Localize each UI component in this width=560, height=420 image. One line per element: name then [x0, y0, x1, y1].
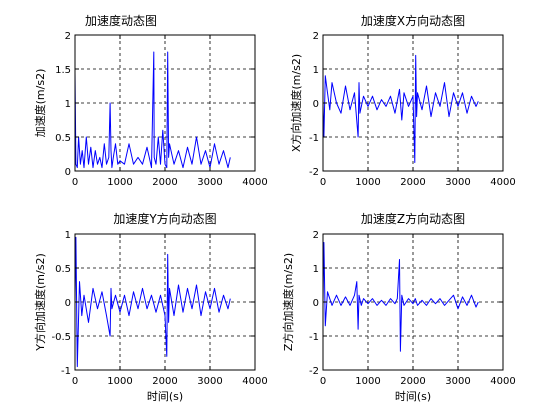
subplot-4-ytick-label: 2	[313, 230, 319, 241]
subplot-3-ytick-label: -1	[61, 366, 71, 377]
subplot-4-y-tick-labels: -2 -1 0 1 2	[309, 230, 319, 377]
subplot-2-ytick-label: -1	[309, 133, 319, 144]
subplot-4-ytick-label: 0	[313, 298, 319, 309]
subplot-1-xtick-label: 2000	[152, 177, 177, 188]
subplot-4-xtick-label: 2000	[400, 376, 425, 387]
subplot-1-plot-area	[74, 51, 231, 169]
subplot-3-ytick-label: 0.5	[55, 264, 71, 275]
subplot-1-xtick-label: 0	[72, 177, 78, 188]
subplot-accel-magnitude: 加速度动态图 加速度(m/s2) 0 1000 2000 3000 4000 0…	[33, 13, 268, 188]
subplot-1-ytick-label: 0.5	[55, 133, 71, 144]
subplot-1-xtick-label: 3000	[197, 177, 222, 188]
subplot-2-plot-area	[322, 54, 479, 163]
subplot-2-ytick-label: 0	[313, 99, 319, 110]
subplot-1-ylabel: 加速度(m/s2)	[33, 69, 47, 138]
subplot-3-ytick-label: 0	[65, 298, 71, 309]
subplot-2-ylabel: X方向加速度(m/s2)	[289, 54, 303, 152]
subplot-4-plot-area	[322, 242, 479, 352]
subplot-1-y-tick-labels: 0 0.5 1 1.5 2	[55, 31, 71, 178]
subplot-4-ytick-label: -1	[309, 332, 319, 343]
subplot-3-xtick-label: 1000	[107, 376, 132, 387]
subplot-2-y-tick-labels: -2 -1 0 1 2	[309, 31, 319, 178]
subplot-2-ytick-label: -2	[309, 167, 319, 178]
series-line-0	[74, 51, 231, 169]
subplot-1-ytick-label: 1	[65, 99, 71, 110]
subplot-3-xtick-label: 3000	[197, 376, 222, 387]
subplot-4-xtick-label: 4000	[490, 376, 515, 387]
subplot-4-x-tick-labels: 0 1000 2000 3000 4000	[320, 376, 516, 387]
subplot-2-title: 加速度X方向动态图	[361, 13, 465, 28]
subplot-2-xtick-label: 0	[320, 177, 326, 188]
subplot-4-xtick-label: 3000	[445, 376, 470, 387]
subplot-3-y-tick-labels: -1 -0.5 0 0.5 1	[51, 230, 71, 377]
subplot-3-ylabel: Y方向加速度(m/s2)	[33, 253, 47, 351]
subplot-2-xtick-label: 3000	[445, 177, 470, 188]
subplot-3-xtick-label: 4000	[242, 376, 267, 387]
subplot-accel-z: 加速度Z方向动态图 Z方向加速度(m/s2) 时间(s) 0 1000 2000…	[281, 211, 516, 403]
subplot-2-xtick-label: 2000	[400, 177, 425, 188]
subplot-3-ytick-label: 1	[65, 230, 71, 241]
subplot-1-xtick-label: 4000	[242, 177, 267, 188]
subplot-2-x-tick-labels: 0 1000 2000 3000 4000	[320, 177, 516, 188]
subplot-3-ytick-label: -0.5	[51, 332, 71, 343]
subplot-3-plot-area	[74, 236, 231, 368]
subplot-4-xtick-label: 0	[320, 376, 326, 387]
subplot-1-ticks	[74, 34, 256, 172]
subplot-1-x-tick-labels: 0 1000 2000 3000 4000	[72, 177, 268, 188]
subplot-3-ticks	[74, 233, 256, 371]
subplot-3-gridlines	[75, 234, 255, 370]
subplot-4-ylabel: Z方向加速度(m/s2)	[281, 253, 295, 351]
subplot-2-xtick-label: 1000	[355, 177, 380, 188]
subplot-4-xtick-label: 1000	[355, 376, 380, 387]
subplot-4-gridlines	[323, 234, 503, 370]
series-line-0	[322, 54, 479, 163]
subplot-4-title: 加速度Z方向动态图	[361, 211, 465, 226]
subplot-4-ytick-label: -2	[309, 366, 319, 377]
subplot-4-ytick-label: 1	[313, 264, 319, 275]
subplot-3-title: 加速度Y方向动态图	[113, 211, 216, 226]
subplot-accel-x: 加速度X方向动态图 X方向加速度(m/s2) 0 1000 2000 3000 …	[289, 13, 516, 188]
subplot-2-ytick-label: 2	[313, 31, 319, 42]
subplot-4-xlabel: 时间(s)	[395, 390, 431, 403]
subplot-2-xtick-label: 4000	[490, 177, 515, 188]
subplot-1-ytick-label: 2	[65, 31, 71, 42]
subplot-1-xtick-label: 1000	[107, 177, 132, 188]
series-line-0	[74, 236, 231, 368]
subplot-4-ticks	[322, 233, 504, 371]
subplot-1-ytick-label: 1.5	[55, 65, 71, 76]
series-line-0	[322, 242, 479, 352]
subplot-3-xtick-label: 2000	[152, 376, 177, 387]
subplot-accel-y: 加速度Y方向动态图 Y方向加速度(m/s2) 时间(s) 0 1000 2000…	[33, 211, 268, 403]
subplot-3-x-tick-labels: 0 1000 2000 3000 4000	[72, 376, 268, 387]
subplot-1-ytick-label: 0	[65, 167, 71, 178]
subplot-1-gridlines	[75, 35, 255, 171]
subplot-3-xtick-label: 0	[72, 376, 78, 387]
subplot-3-xlabel: 时间(s)	[147, 390, 183, 403]
subplot-2-ticks	[322, 34, 504, 172]
subplot-2-ytick-label: 1	[313, 65, 319, 76]
subplot-1-title: 加速度动态图	[85, 13, 157, 28]
